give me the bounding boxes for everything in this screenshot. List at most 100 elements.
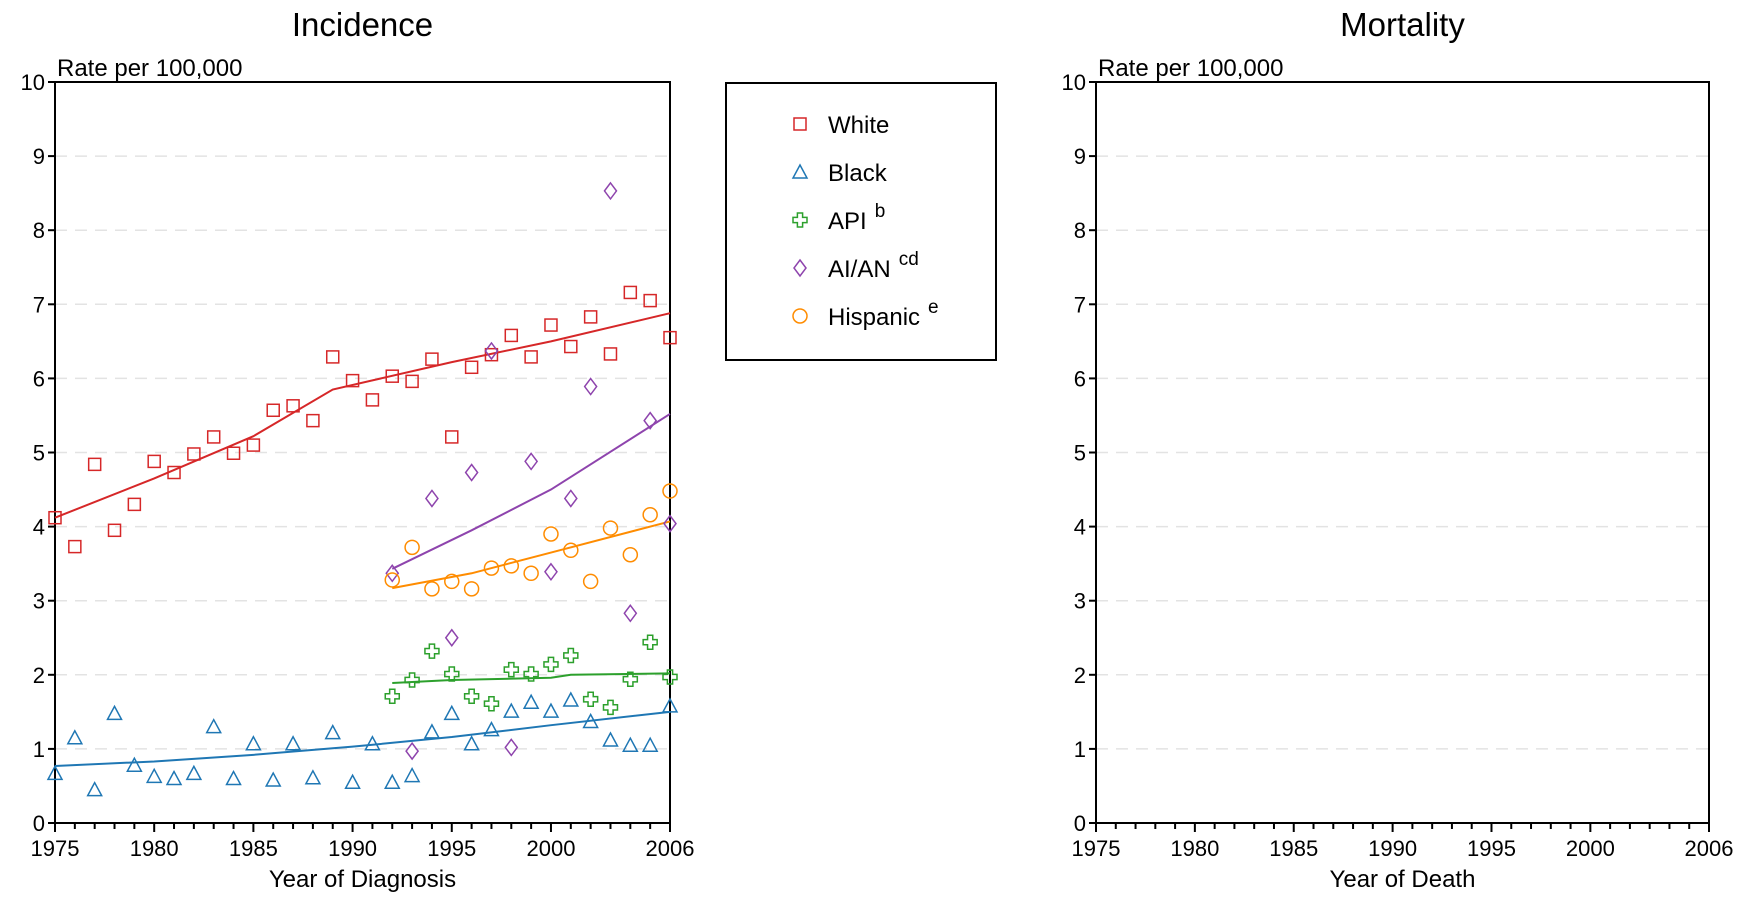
x-tick-label: 1995 bbox=[1467, 836, 1516, 861]
data-point-api bbox=[662, 669, 678, 685]
incidence-chart: 0 1 2 3 4 5 6 7 8 9 10 1975 1980 1985 1990 1995 2000 2006… bbox=[21, 6, 695, 893]
data-point-white bbox=[325, 350, 340, 364]
y-tick-label: 1 bbox=[1074, 737, 1086, 762]
data-point-aian bbox=[385, 564, 400, 583]
data-point-api bbox=[384, 688, 401, 705]
mortality-chart: 0 1 2 3 4 5 6 7 8 9 10 1975 1980 1985 1990 1995 2000 2006… bbox=[1062, 6, 1734, 893]
y-axis-label: Rate per 100,000 bbox=[57, 55, 242, 82]
data-point-black bbox=[622, 736, 639, 752]
data-point-aian bbox=[544, 562, 558, 582]
data-point-black bbox=[423, 723, 441, 739]
data-point-api bbox=[582, 691, 599, 708]
legend-label-api: API b bbox=[828, 201, 885, 235]
y-tick-label: 10 bbox=[1062, 70, 1086, 95]
data-point-api bbox=[523, 666, 539, 682]
y-axis-label: Rate per 100,000 bbox=[1098, 55, 1283, 82]
data-point-aian bbox=[623, 604, 638, 623]
x-tick-label: 1985 bbox=[1269, 836, 1318, 861]
data-point-black bbox=[661, 697, 679, 713]
legend-marker-white bbox=[793, 117, 807, 131]
data-point-hispanic bbox=[523, 565, 539, 582]
x-tick-label: 1980 bbox=[130, 836, 179, 861]
y-tick-label: 6 bbox=[33, 366, 45, 391]
data-point-api bbox=[503, 661, 520, 678]
chart-title: Incidence bbox=[292, 6, 433, 43]
data-point-white bbox=[167, 465, 181, 480]
data-point-hispanic bbox=[483, 560, 500, 576]
data-point-aian bbox=[663, 514, 677, 533]
x-tick-label: 1985 bbox=[229, 836, 278, 861]
data-point-white bbox=[484, 347, 499, 362]
x-tick-label: 1975 bbox=[1072, 836, 1121, 861]
data-point-aian bbox=[603, 181, 618, 201]
data-point-aian bbox=[424, 489, 439, 508]
data-point-white bbox=[266, 403, 280, 418]
y-tick-label: 0 bbox=[1074, 811, 1086, 836]
data-point-aian bbox=[563, 489, 578, 508]
data-point-black bbox=[582, 712, 599, 729]
data-point-white bbox=[226, 446, 241, 460]
data-point-aian bbox=[643, 411, 658, 430]
legend: White Black API b AI/AN cd Hispanic e bbox=[725, 82, 997, 361]
x-tick-label: 2006 bbox=[1685, 836, 1734, 861]
data-point-api bbox=[444, 666, 460, 682]
y-tick-label: 6 bbox=[1074, 366, 1086, 391]
y-tick-label: 5 bbox=[33, 441, 45, 466]
data-point-white bbox=[583, 310, 598, 324]
data-point-aian bbox=[504, 738, 519, 757]
y-tick-label: 2 bbox=[1074, 663, 1086, 688]
data-point-white bbox=[445, 430, 459, 444]
data-point-api bbox=[404, 672, 420, 688]
data-point-black bbox=[86, 781, 103, 797]
data-point-white bbox=[524, 350, 538, 364]
y-tick-label: 2 bbox=[33, 663, 45, 688]
data-point-black bbox=[443, 704, 461, 721]
data-point-black bbox=[542, 702, 560, 718]
legend-label-aian: AI/AN cd bbox=[828, 249, 919, 283]
data-point-hispanic bbox=[602, 520, 619, 536]
x-tick-label: 1980 bbox=[1170, 836, 1219, 861]
data-point-white bbox=[246, 438, 261, 452]
data-point-black bbox=[165, 769, 183, 786]
data-point-hispanic bbox=[563, 542, 579, 559]
data-point-black bbox=[205, 718, 222, 734]
data-point-white bbox=[663, 330, 677, 345]
data-point-hispanic bbox=[463, 581, 480, 597]
data-point-black bbox=[522, 693, 540, 709]
data-point-white bbox=[464, 360, 479, 375]
y-tick-label: 5 bbox=[1074, 441, 1086, 466]
data-point-white bbox=[564, 339, 578, 354]
y-tick-label: 3 bbox=[33, 589, 45, 614]
data-point-aian bbox=[405, 741, 420, 761]
data-point-api bbox=[602, 699, 619, 716]
y-tick-label: 9 bbox=[33, 144, 45, 169]
data-point-black bbox=[483, 721, 500, 737]
data-point-white bbox=[306, 413, 320, 428]
y-tick-label: 4 bbox=[33, 515, 45, 540]
x-tick-label: 1990 bbox=[1368, 836, 1417, 861]
data-point-white bbox=[87, 457, 102, 472]
data-point-hispanic bbox=[662, 483, 678, 499]
data-point-hispanic bbox=[582, 573, 599, 590]
x-tick-label: 1975 bbox=[31, 836, 80, 861]
data-point-black bbox=[562, 691, 580, 707]
data-point-black bbox=[225, 769, 242, 786]
data-point-black bbox=[384, 773, 401, 789]
data-point-white bbox=[345, 373, 360, 388]
data-point-hispanic bbox=[424, 581, 440, 597]
y-tick-label: 0 bbox=[33, 811, 45, 836]
trend-line-white bbox=[54, 312, 671, 519]
data-point-aian bbox=[583, 377, 598, 396]
data-point-white bbox=[504, 328, 519, 343]
y-tick-label: 7 bbox=[33, 292, 45, 317]
data-point-hispanic bbox=[444, 573, 460, 590]
data-point-api bbox=[543, 656, 559, 673]
y-tick-label: 9 bbox=[1074, 144, 1086, 169]
data-point-white bbox=[286, 399, 300, 413]
data-point-api bbox=[483, 695, 500, 712]
data-point-hispanic bbox=[503, 558, 520, 574]
chart-title: Mortality bbox=[1340, 6, 1465, 43]
data-point-white bbox=[365, 393, 380, 407]
